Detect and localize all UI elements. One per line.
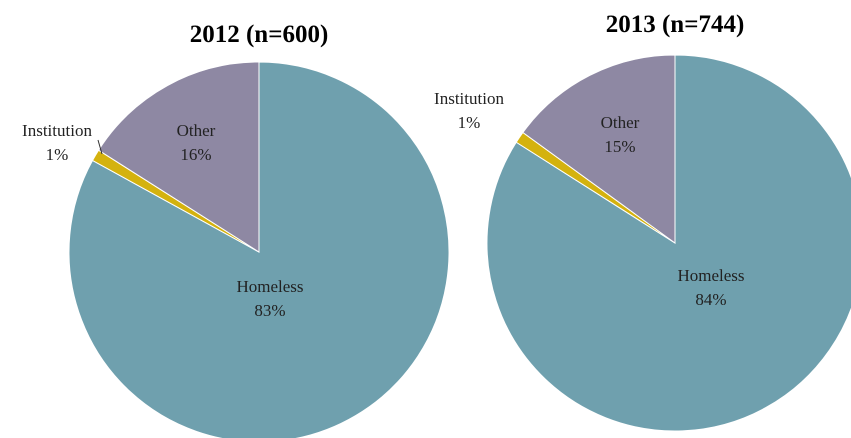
slice-label-institution: Institution (434, 89, 504, 108)
slice-label-homeless: Homeless (236, 277, 303, 296)
pie-chart-1: 2012 (n=600) Homeless 83% Institution 1% Othe… (22, 21, 450, 438)
slice-value-other: 16% (180, 145, 211, 164)
slice-label-other: Other (177, 121, 216, 140)
chart-title: 2012 (n=600) (190, 21, 329, 48)
pie-slice-other (522, 54, 676, 244)
pie-slice-homeless (486, 54, 851, 432)
pie-slice-other (97, 61, 260, 253)
slice-value-institution: 1% (458, 113, 481, 132)
slice-value-other: 15% (604, 137, 635, 156)
slice-label-homeless: Homeless (677, 266, 744, 285)
slice-value-homeless: 84% (695, 290, 726, 309)
slice-label-other: Other (601, 113, 640, 132)
chart-title: 2013 (n=744) (606, 11, 745, 38)
pie-chart-2: 2013 (n=744) Homeless 84% Institution 1% Othe… (434, 11, 851, 432)
slice-value-homeless: 83% (254, 301, 285, 320)
slice-label-institution: Institution (22, 121, 92, 140)
leader-line-institution (97, 139, 103, 155)
slice-value-institution: 1% (46, 145, 69, 164)
